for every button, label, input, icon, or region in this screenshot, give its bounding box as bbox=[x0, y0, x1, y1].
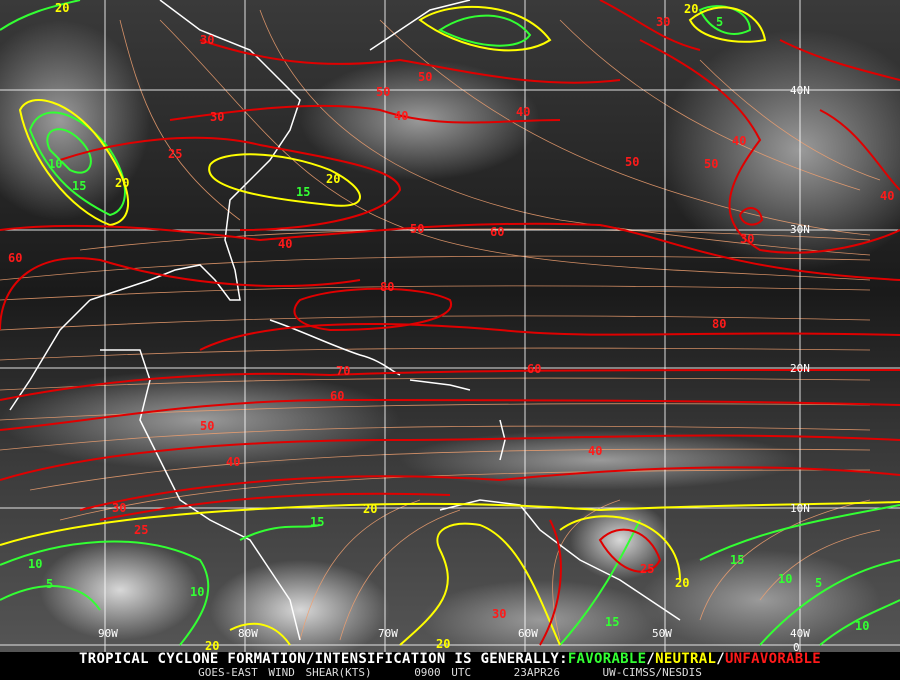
longitude-label: 40W bbox=[790, 627, 810, 640]
contour-label: 5 bbox=[46, 577, 53, 591]
valid-time: 0900 UTC bbox=[414, 666, 472, 679]
footer-banner: TROPICAL CYCLONE FORMATION/INTENSIFICATI… bbox=[0, 652, 900, 680]
contour-label: 15 bbox=[296, 185, 310, 199]
neutral-label: NEUTRAL bbox=[655, 651, 717, 667]
contour-label: 20 bbox=[55, 1, 69, 15]
product-name: GOES-EAST WIND SHEAR(KTS) bbox=[198, 666, 372, 679]
contour-label: 50 bbox=[704, 157, 718, 171]
contour-label: 40 bbox=[732, 134, 746, 148]
contour-label: 40 bbox=[226, 455, 240, 469]
separator: / bbox=[646, 651, 656, 667]
longitude-label: 60W bbox=[518, 627, 538, 640]
contour-label: 15 bbox=[730, 553, 744, 567]
contour-label: 15 bbox=[72, 179, 86, 193]
contour-label: 50 bbox=[625, 155, 639, 169]
longitude-label: 90W bbox=[98, 627, 118, 640]
favorable-label: FAVORABLE bbox=[567, 651, 647, 667]
contour-label: 50 bbox=[410, 222, 424, 236]
contour-label: 25 bbox=[134, 523, 148, 537]
contour-label: 70 bbox=[336, 364, 350, 378]
contour-label: 10 bbox=[190, 585, 204, 599]
latitude-label: 0 bbox=[793, 641, 800, 652]
longitude-label: 80W bbox=[238, 627, 258, 640]
contours-favorable bbox=[0, 0, 900, 646]
contours-unfavorable bbox=[0, 0, 900, 646]
contour-label: 20 bbox=[363, 502, 377, 516]
contour-label: 20 bbox=[436, 637, 450, 651]
contour-label: 80 bbox=[380, 280, 394, 294]
contour-label: 20 bbox=[205, 639, 219, 652]
contour-label: 25 bbox=[640, 562, 654, 576]
headline: TROPICAL CYCLONE FORMATION/INTENSIFICATI… bbox=[0, 652, 900, 667]
longitude-label: 50W bbox=[652, 627, 672, 640]
contour-label: 40 bbox=[880, 189, 894, 203]
contour-label: 30 bbox=[740, 232, 754, 246]
contour-label: 15 bbox=[310, 515, 324, 529]
contour-label: 40 bbox=[588, 444, 602, 458]
contour-label: 50 bbox=[376, 85, 390, 99]
contour-label: 40 bbox=[278, 237, 292, 251]
contour-label: 60 bbox=[490, 225, 504, 239]
contour-label: 30 bbox=[210, 110, 224, 124]
contour-label: 10 bbox=[778, 572, 792, 586]
contour-labels: 20 10 15 20 25 30 15 20 50 40 50 40 30 4… bbox=[8, 1, 894, 652]
data-source: UW-CIMSS/NESDIS bbox=[602, 666, 702, 679]
contour-label: 30 bbox=[492, 607, 506, 621]
latitude-label: 20N bbox=[790, 362, 810, 375]
contour-label: 30 bbox=[200, 33, 214, 47]
contour-label: 5 bbox=[716, 15, 723, 29]
map-canvas: 20 10 15 20 25 30 15 20 50 40 50 40 30 4… bbox=[0, 0, 900, 652]
separator: / bbox=[716, 651, 725, 667]
latitude-label: 40N bbox=[790, 84, 810, 97]
contour-label: 20 bbox=[115, 176, 129, 190]
contour-label: 30 bbox=[112, 501, 126, 515]
latitude-label: 30N bbox=[790, 223, 810, 236]
contour-label: 50 bbox=[418, 70, 432, 84]
grid-labels: 40N 30N 20N 10N 0 90W 80W 70W 60W 50W 40… bbox=[98, 84, 810, 652]
product-info: GOES-EAST WIND SHEAR(KTS) 0900 UTC 23APR… bbox=[0, 667, 900, 679]
contour-label: 20 bbox=[326, 172, 340, 186]
contour-label: 60 bbox=[8, 251, 22, 265]
latitude-label: 10N bbox=[790, 502, 810, 515]
contour-label: 80 bbox=[712, 317, 726, 331]
contour-label: 15 bbox=[605, 615, 619, 629]
grid-lines bbox=[0, 0, 900, 652]
contour-label: 25 bbox=[168, 147, 182, 161]
contour-label: 50 bbox=[200, 419, 214, 433]
unfavorable-label: UNFAVORABLE bbox=[724, 651, 821, 667]
valid-date: 23APR26 bbox=[513, 666, 561, 679]
contour-label: 10 bbox=[28, 557, 42, 571]
contour-label: 10 bbox=[855, 619, 869, 633]
streamlines bbox=[0, 9, 881, 641]
contour-label: 5 bbox=[815, 576, 822, 590]
contours-neutral bbox=[0, 5, 900, 646]
coastlines bbox=[9, 0, 681, 641]
contour-label: 10 bbox=[48, 157, 62, 171]
contour-label: 60 bbox=[527, 362, 541, 376]
contour-label: 20 bbox=[684, 2, 698, 16]
contour-label: 20 bbox=[675, 576, 689, 590]
longitude-label: 70W bbox=[378, 627, 398, 640]
contour-label: 40 bbox=[394, 109, 408, 123]
headline-text: TROPICAL CYCLONE FORMATION/INTENSIFICATI… bbox=[79, 651, 568, 667]
contour-label: 40 bbox=[516, 105, 530, 119]
contour-label: 30 bbox=[656, 15, 670, 29]
contour-label: 60 bbox=[330, 389, 344, 403]
